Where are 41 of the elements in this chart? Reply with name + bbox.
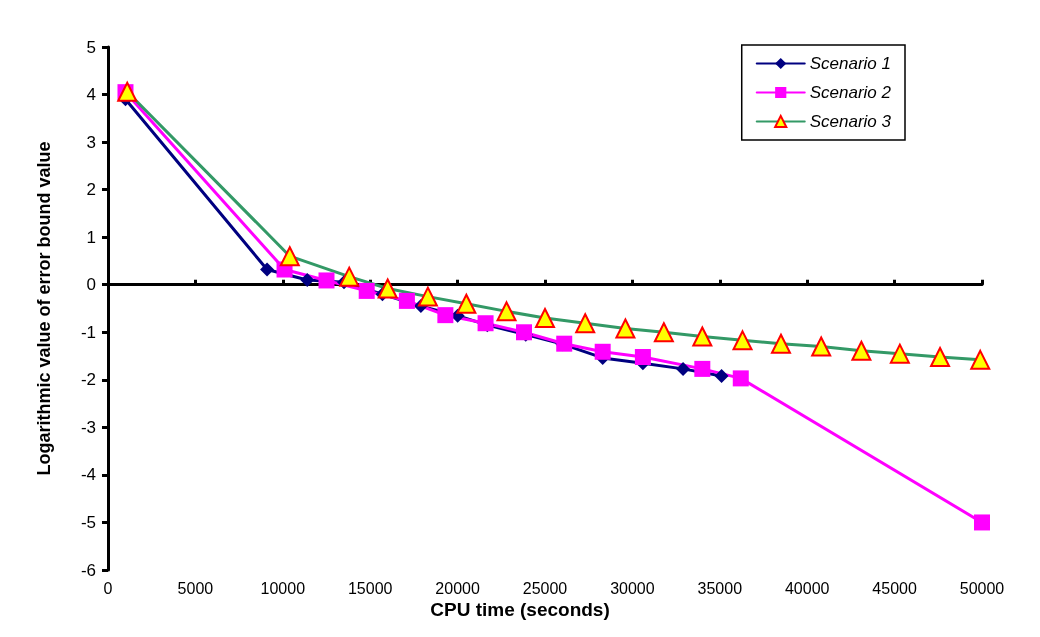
point — [694, 360, 711, 377]
y-tick-label: -5 — [80, 512, 96, 532]
legend-label: Scenario 2 — [809, 83, 892, 102]
x-tick-label: 45000 — [872, 579, 917, 597]
y-tick-label: -3 — [80, 417, 96, 437]
y-tick-label: 0 — [86, 275, 96, 295]
x-tick-label: 40000 — [784, 579, 830, 597]
y-tick-label: 1 — [86, 227, 96, 247]
point — [676, 361, 691, 376]
point — [398, 292, 415, 309]
legend-label: Scenario 1 — [809, 54, 892, 73]
legend-label: Scenario 3 — [809, 112, 892, 131]
x-axis-title: CPU time (seconds) — [430, 599, 610, 620]
x-tick-label: 25000 — [522, 579, 568, 597]
y-tick-label: -4 — [80, 465, 96, 485]
y-axis-title: Logarithmic value of error bound value — [34, 141, 54, 476]
point — [318, 272, 335, 289]
point — [358, 282, 375, 299]
y-tick-label: 3 — [86, 132, 96, 152]
y-tick-label: -1 — [80, 322, 96, 342]
x-tick-label: 5000 — [177, 579, 214, 597]
y-tick-label: -2 — [80, 370, 96, 390]
x-tick-label: 15000 — [347, 579, 393, 597]
point — [634, 349, 651, 365]
y-tick-label: 2 — [86, 180, 96, 200]
x-tick-label: 10000 — [260, 579, 306, 597]
point — [300, 272, 315, 287]
x-tick-label: 30000 — [610, 579, 655, 597]
point — [437, 307, 454, 324]
y-tick-label: 4 — [86, 85, 96, 105]
point — [594, 343, 611, 360]
point — [714, 369, 729, 384]
x-tick-label: 50000 — [959, 579, 1005, 597]
point — [732, 370, 749, 387]
x-tick-label: 0 — [103, 579, 113, 597]
point — [974, 514, 990, 531]
y-tick-label: 5 — [86, 37, 96, 57]
x-tick-label: 20000 — [435, 579, 480, 597]
point — [260, 262, 275, 277]
x-tick-label: 35000 — [697, 579, 743, 597]
y-tick-label: -6 — [80, 560, 96, 580]
